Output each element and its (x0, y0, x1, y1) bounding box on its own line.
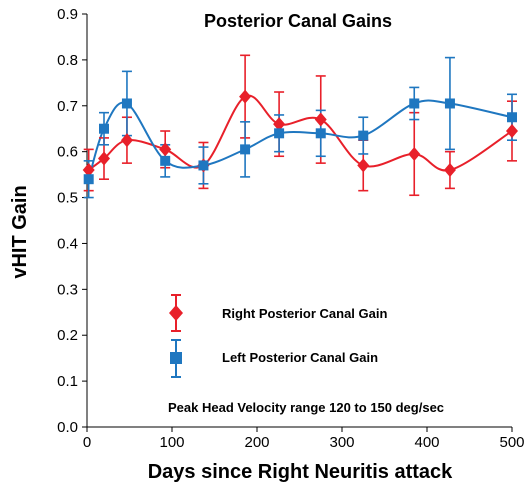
y-axis-title: vHIT Gain (9, 185, 31, 278)
legend-item-right: Right Posterior Canal Gain (169, 294, 387, 332)
y-tick-label: 0.7 (57, 98, 78, 115)
legend-right-label: Right Posterior Canal Gain (222, 306, 387, 321)
data-point-square (315, 128, 326, 139)
data-point-square (409, 98, 420, 109)
legend-left-label: Left Posterior Canal Gain (222, 350, 378, 365)
data-point-diamond (314, 112, 327, 127)
y-tick-label: 0.4 (57, 235, 78, 252)
data-point-square (507, 112, 517, 123)
data-point-square (99, 123, 109, 134)
y-axis-ticks: 0.0 0.1 0.2 0.3 0.4 0.5 0.6 0.7 0.8 0.9 (57, 6, 87, 436)
x-tick-label: 400 (414, 434, 439, 451)
x-tick-label: 0 (83, 434, 91, 451)
x-tick-label: 200 (244, 434, 269, 451)
data-point-square (240, 144, 251, 155)
data-point-diamond (159, 142, 172, 157)
y-tick-label: 0.3 (57, 281, 78, 298)
x-tick-label: 100 (159, 434, 184, 451)
x-tick-label: 300 (329, 434, 354, 451)
x-tick-label: 500 (499, 434, 524, 451)
data-point-diamond (82, 163, 95, 178)
legend-item-left: Left Posterior Canal Gain (170, 339, 378, 378)
series-error-bars (83, 54, 517, 199)
y-tick-label: 0.2 (57, 327, 78, 344)
x-axis-ticks: 0 100 200 300 400 500 (83, 427, 525, 451)
data-point-diamond (443, 163, 456, 178)
y-tick-label: 0.1 (57, 373, 78, 390)
data-point-diamond (98, 151, 110, 166)
data-point-diamond (506, 124, 518, 139)
data-point-diamond (408, 146, 421, 161)
annotation-peak-velocity: Peak Head Velocity range 120 to 150 deg/… (168, 400, 444, 415)
data-point-square (121, 98, 132, 109)
data-point-diamond (239, 89, 252, 104)
y-tick-label: 0.5 (57, 190, 78, 207)
data-point-square (444, 98, 455, 109)
y-tick-label: 0.8 (57, 52, 78, 69)
data-point-square (358, 130, 369, 141)
legend-left-marker-square (170, 352, 182, 364)
y-tick-label: 0.0 (57, 419, 78, 436)
x-axis-title: Days since Right Neuritis attack (148, 461, 453, 483)
data-point-diamond (120, 133, 133, 148)
data-point-square (160, 155, 171, 166)
y-tick-label: 0.9 (57, 6, 78, 23)
series-markers (82, 89, 518, 185)
data-point-diamond (273, 117, 286, 132)
data-point-square (83, 174, 94, 185)
data-point-diamond (357, 158, 370, 173)
legend: Right Posterior Canal Gain Left Posterio… (169, 294, 387, 378)
y-tick-label: 0.6 (57, 144, 78, 161)
data-point-square (274, 128, 285, 139)
data-point-square (198, 160, 209, 171)
chart-title: Posterior Canal Gains (204, 11, 392, 31)
legend-right-marker-diamond (169, 305, 183, 321)
